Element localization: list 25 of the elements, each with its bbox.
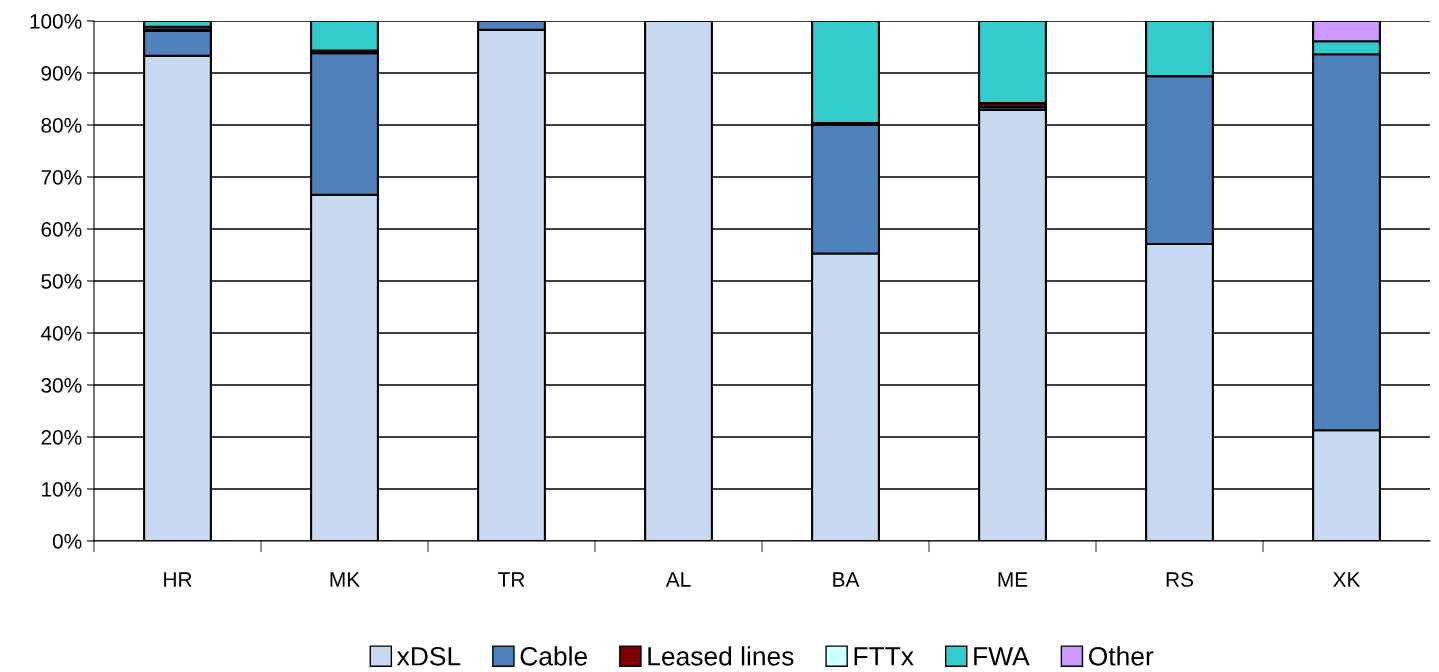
x-tick-label: MK bbox=[330, 572, 360, 587]
y-tick-label: 50% bbox=[41, 274, 82, 289]
x-tick-label: AL bbox=[665, 572, 691, 587]
y-tick-label: 70% bbox=[41, 170, 82, 185]
y-tick-label: 30% bbox=[41, 378, 82, 393]
x-tick-label: BA bbox=[833, 572, 860, 587]
legend-label: Other bbox=[1089, 646, 1154, 666]
y-tick-label: 20% bbox=[41, 430, 82, 445]
legend-label: Cable bbox=[520, 646, 587, 666]
x-tick-label: XK bbox=[1333, 572, 1361, 587]
y-tick-label: 10% bbox=[42, 482, 82, 497]
x-tick-label: ME bbox=[998, 572, 1028, 587]
y-tick-label: 90% bbox=[41, 66, 82, 81]
y-tick-label: 60% bbox=[41, 222, 82, 237]
legend-label: Leased lines bbox=[648, 646, 794, 666]
x-tick-label: TR bbox=[498, 572, 525, 587]
legend-label: xDSL bbox=[396, 646, 461, 666]
y-tick-label: 80% bbox=[41, 118, 82, 133]
y-tick-label: 40% bbox=[40, 326, 82, 341]
y-tick-label: 100% bbox=[30, 14, 82, 29]
legend-label: FWA bbox=[974, 647, 1030, 666]
x-tick-label: RS bbox=[1166, 572, 1194, 587]
y-tick-label: 0% bbox=[52, 534, 82, 549]
x-tick-label: HR bbox=[164, 572, 192, 587]
legend-label: FTTx bbox=[854, 647, 914, 666]
